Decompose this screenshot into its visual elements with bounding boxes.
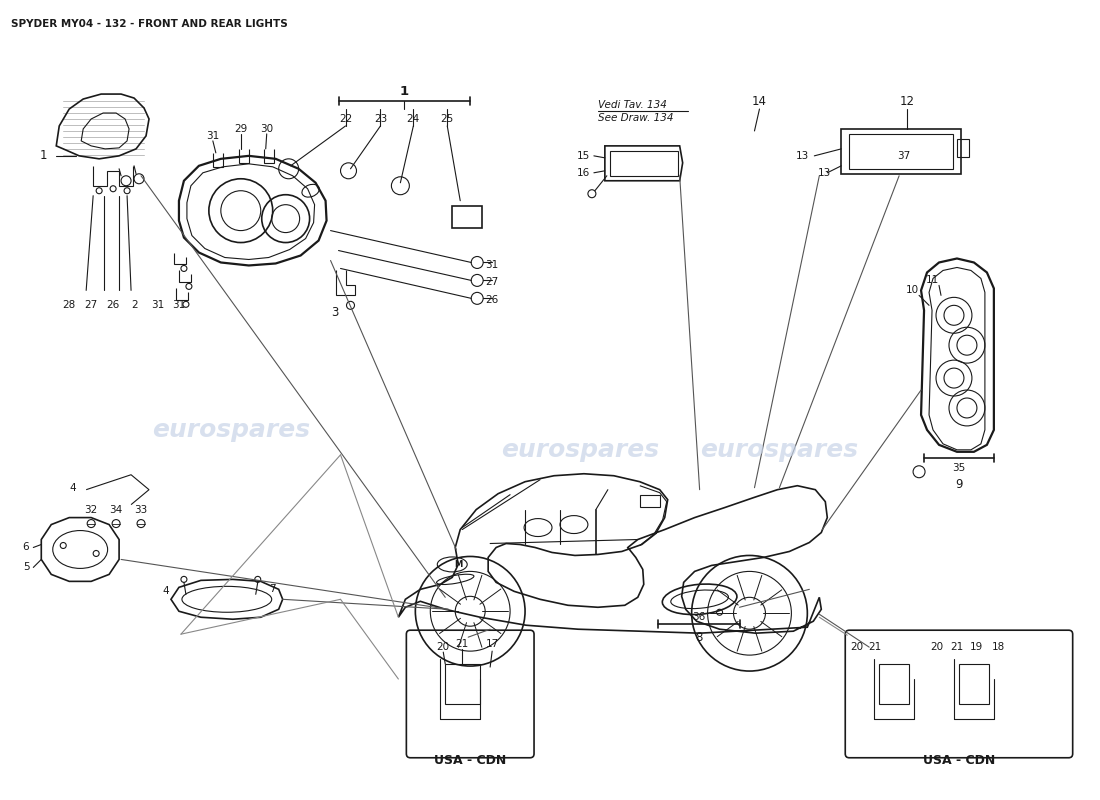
Text: 7: 7 bbox=[270, 584, 276, 594]
Bar bbox=[452, 206, 482, 228]
Text: USA - CDN: USA - CDN bbox=[923, 754, 996, 767]
Text: See Draw. 134: See Draw. 134 bbox=[598, 113, 673, 123]
Text: eurospares: eurospares bbox=[701, 438, 858, 462]
Text: 33: 33 bbox=[134, 505, 147, 514]
Text: 31: 31 bbox=[173, 300, 186, 310]
Text: 20: 20 bbox=[437, 642, 450, 652]
Text: 23: 23 bbox=[374, 114, 387, 124]
Bar bbox=[609, 151, 678, 176]
Text: 4: 4 bbox=[69, 482, 76, 493]
Text: 6: 6 bbox=[23, 542, 30, 553]
Text: 12: 12 bbox=[900, 94, 914, 107]
Text: 19: 19 bbox=[970, 642, 983, 652]
Text: 1: 1 bbox=[40, 150, 47, 162]
Text: 27: 27 bbox=[85, 300, 98, 310]
Text: 13: 13 bbox=[817, 168, 830, 178]
Text: 27: 27 bbox=[485, 278, 498, 287]
Text: 15: 15 bbox=[576, 151, 590, 161]
Text: eurospares: eurospares bbox=[152, 418, 310, 442]
Text: 31: 31 bbox=[485, 261, 498, 270]
Text: 8: 8 bbox=[695, 630, 702, 644]
Bar bbox=[640, 494, 660, 506]
Text: 4: 4 bbox=[163, 586, 169, 596]
Text: 21: 21 bbox=[455, 639, 469, 649]
Bar bbox=[879, 664, 909, 704]
Text: 13: 13 bbox=[796, 151, 810, 161]
Text: 16: 16 bbox=[576, 168, 590, 178]
Text: 11: 11 bbox=[926, 275, 939, 286]
Text: USA - CDN: USA - CDN bbox=[434, 754, 506, 767]
Text: 18: 18 bbox=[992, 642, 1005, 652]
Text: eurospares: eurospares bbox=[500, 438, 659, 462]
Text: 29: 29 bbox=[234, 124, 248, 134]
Text: 32: 32 bbox=[85, 505, 98, 514]
Text: 1: 1 bbox=[399, 85, 409, 98]
Text: 35: 35 bbox=[953, 462, 966, 473]
Text: 31: 31 bbox=[152, 300, 165, 310]
Text: 20: 20 bbox=[931, 642, 944, 652]
Bar bbox=[842, 129, 961, 174]
Text: 26: 26 bbox=[485, 295, 498, 306]
Text: 34: 34 bbox=[110, 505, 123, 514]
Text: 3: 3 bbox=[331, 306, 338, 319]
Text: 26: 26 bbox=[107, 300, 120, 310]
Text: 30: 30 bbox=[261, 124, 273, 134]
Text: 24: 24 bbox=[407, 114, 420, 124]
Text: SPYDER MY04 - 132 - FRONT AND REAR LIGHTS: SPYDER MY04 - 132 - FRONT AND REAR LIGHT… bbox=[11, 19, 288, 30]
Text: 25: 25 bbox=[441, 114, 454, 124]
Text: 37: 37 bbox=[898, 151, 911, 161]
Text: 28: 28 bbox=[63, 300, 76, 310]
Text: 36: 36 bbox=[692, 612, 705, 622]
Text: 21: 21 bbox=[869, 642, 882, 652]
Text: 31: 31 bbox=[206, 131, 220, 141]
Text: Vedi Tav. 134: Vedi Tav. 134 bbox=[598, 100, 667, 110]
Text: M: M bbox=[454, 560, 462, 569]
Text: 21: 21 bbox=[950, 642, 964, 652]
Bar bbox=[446, 664, 481, 704]
Text: 9: 9 bbox=[955, 478, 962, 491]
Text: 17: 17 bbox=[485, 639, 498, 649]
Text: 10: 10 bbox=[906, 286, 920, 295]
Text: 14: 14 bbox=[752, 94, 767, 107]
Bar bbox=[957, 139, 969, 157]
Text: 5: 5 bbox=[23, 562, 30, 573]
Bar bbox=[959, 664, 989, 704]
Text: 22: 22 bbox=[339, 114, 352, 124]
Text: 20: 20 bbox=[850, 642, 864, 652]
Bar bbox=[849, 134, 953, 169]
Text: 2: 2 bbox=[132, 300, 139, 310]
